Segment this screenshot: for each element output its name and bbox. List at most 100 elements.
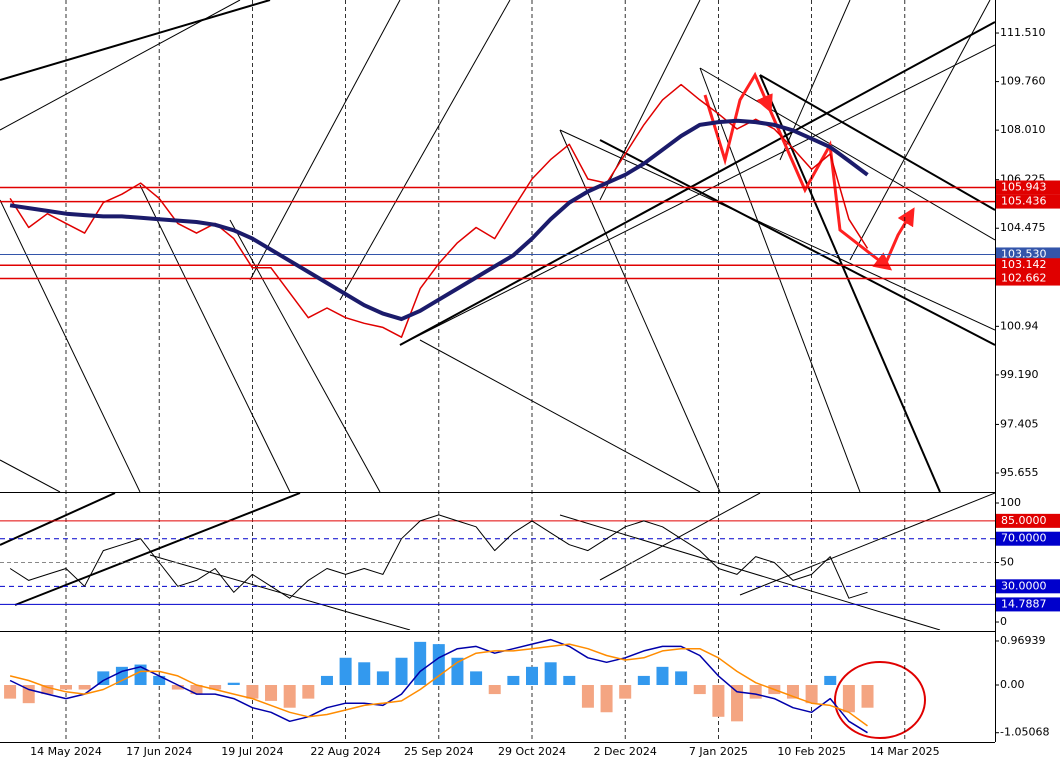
trendline bbox=[699, 67, 861, 492]
histogram-bar bbox=[153, 675, 166, 686]
trendline bbox=[849, 0, 991, 261]
trendline bbox=[14, 493, 301, 606]
series-line bbox=[9, 118, 869, 322]
y-tick-label: 104.475 bbox=[1000, 221, 1046, 234]
histogram-bar bbox=[861, 685, 874, 708]
level-label: 70.0000 bbox=[1001, 532, 1047, 545]
histogram-bar bbox=[339, 657, 352, 686]
y-tick-label: 99.190 bbox=[1000, 368, 1039, 381]
trendline bbox=[139, 184, 291, 492]
panel bbox=[0, 514, 995, 605]
histogram-bar bbox=[190, 685, 203, 695]
histogram-bar bbox=[265, 685, 278, 701]
trendline bbox=[779, 0, 851, 161]
trendline bbox=[0, 459, 61, 492]
histogram-bar bbox=[749, 685, 762, 699]
histogram-bar bbox=[619, 685, 632, 699]
histogram-bar bbox=[246, 685, 259, 699]
trendline bbox=[399, 44, 995, 346]
y-tick-label: -1.05068 bbox=[1000, 726, 1049, 739]
x-tick-label: 25 Sep 2024 bbox=[404, 745, 474, 758]
histogram-bar bbox=[414, 641, 427, 686]
x-tick-label: 14 May 2024 bbox=[30, 745, 102, 758]
y-tick-label: 0 bbox=[1000, 615, 1007, 628]
histogram-bar bbox=[693, 685, 706, 695]
histogram-bar bbox=[842, 685, 855, 713]
histogram-bar bbox=[227, 682, 240, 686]
panel bbox=[0, 83, 995, 338]
level-label-bg bbox=[996, 579, 1060, 594]
trendline bbox=[0, 199, 141, 492]
y-tick-label: 108.010 bbox=[1000, 123, 1046, 136]
histogram-bar bbox=[731, 685, 744, 722]
level-label: 14.7887 bbox=[1001, 597, 1047, 610]
trendline bbox=[0, 0, 271, 81]
red-arrow bbox=[883, 207, 915, 266]
x-tick-label: 2 Dec 2024 bbox=[594, 745, 657, 758]
histogram-bar bbox=[376, 671, 389, 686]
trendline bbox=[559, 514, 941, 630]
series-line bbox=[9, 514, 868, 599]
level-label: 30.0000 bbox=[1001, 579, 1047, 592]
y-tick-label: 95.655 bbox=[1000, 466, 1039, 479]
histogram-bar bbox=[97, 671, 110, 686]
series-line bbox=[9, 643, 868, 727]
trendline bbox=[599, 493, 761, 581]
level-label-bg bbox=[996, 597, 1060, 612]
histogram-bar bbox=[395, 657, 408, 686]
trendline bbox=[699, 67, 995, 241]
histogram-bar bbox=[41, 685, 54, 695]
x-tick-label: 14 Mar 2025 bbox=[870, 745, 940, 758]
histogram-bar bbox=[600, 685, 613, 713]
histogram-bar bbox=[488, 685, 501, 695]
trendline bbox=[0, 493, 116, 546]
level-label: 103.530 bbox=[1001, 247, 1047, 260]
trendline bbox=[759, 74, 941, 492]
histogram-bar bbox=[526, 666, 538, 686]
y-tick-label: 50 bbox=[1000, 556, 1014, 569]
histogram-bar bbox=[4, 685, 17, 699]
oscillator-trendlines bbox=[0, 493, 995, 630]
x-tick-label: 7 Jan 2025 bbox=[689, 745, 748, 758]
y-tick-label: 97.405 bbox=[1000, 417, 1039, 430]
level-label-bg bbox=[996, 531, 1060, 546]
histogram-bar bbox=[60, 685, 72, 690]
histogram-bar bbox=[675, 671, 688, 686]
level-label: 105.943 bbox=[1001, 181, 1047, 194]
series-line bbox=[9, 638, 868, 734]
histogram-bar bbox=[507, 675, 520, 686]
trendline bbox=[559, 129, 995, 331]
histogram-bar bbox=[283, 685, 296, 708]
histogram-bar bbox=[824, 675, 837, 686]
level-label: 103.142 bbox=[1001, 258, 1047, 271]
histogram-bar bbox=[656, 666, 669, 686]
series-line bbox=[9, 83, 869, 338]
trendline bbox=[0, 0, 241, 131]
histogram-bar bbox=[544, 662, 557, 686]
histogram-bar bbox=[78, 685, 91, 690]
x-tick-label: 19 Jul 2024 bbox=[221, 745, 283, 758]
y-tick-label: 111.510 bbox=[1000, 26, 1046, 39]
y-tick-label: 0.00 bbox=[1000, 678, 1025, 691]
level-label-bg bbox=[996, 247, 1060, 262]
highlight-circle bbox=[834, 661, 926, 739]
red-arrow bbox=[703, 71, 773, 166]
trendline bbox=[739, 493, 995, 596]
level-label: 85.0000 bbox=[1001, 514, 1047, 527]
histogram-bar bbox=[805, 685, 818, 704]
trendline bbox=[339, 0, 511, 301]
x-tick-label: 29 Oct 2024 bbox=[498, 745, 566, 758]
level-label: 102.662 bbox=[1001, 272, 1047, 285]
histogram-bar bbox=[581, 685, 594, 708]
level-label-bg bbox=[996, 194, 1060, 209]
histogram-bar bbox=[358, 662, 371, 686]
y-tick-label: 0.96939 bbox=[1000, 634, 1046, 647]
histogram-bar bbox=[171, 685, 184, 690]
x-tick-label: 17 Jun 2024 bbox=[126, 745, 192, 758]
histogram-bar bbox=[470, 671, 483, 686]
histogram-bar bbox=[209, 685, 222, 690]
histogram-bar bbox=[134, 664, 147, 686]
trendline bbox=[249, 0, 401, 281]
